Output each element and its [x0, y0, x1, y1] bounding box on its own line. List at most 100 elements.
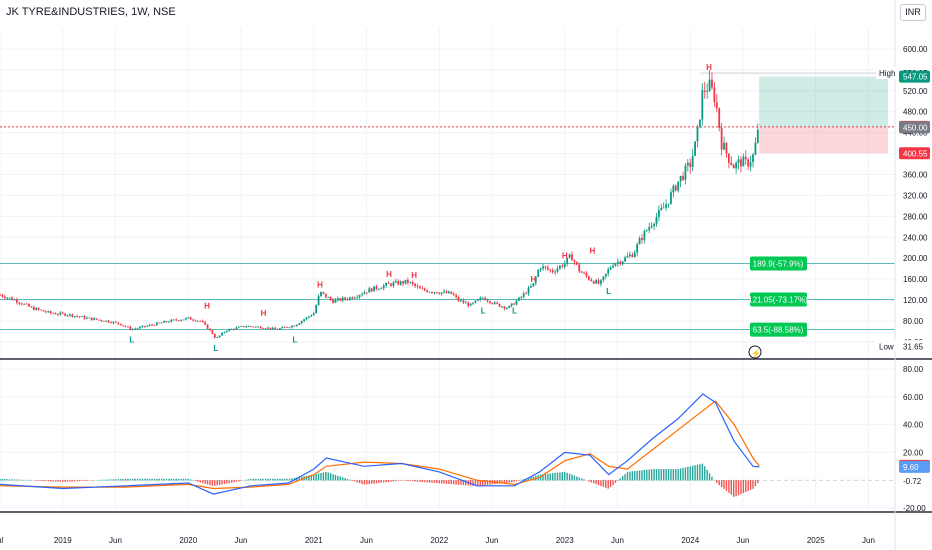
macd-histogram-bar — [486, 480, 489, 485]
candle-body — [742, 156, 745, 167]
candle-body — [740, 159, 742, 167]
candle-body — [13, 299, 16, 301]
macd-histogram-bar — [510, 480, 513, 483]
candle-body — [192, 319, 194, 321]
candle-body — [438, 293, 441, 295]
candle-body — [619, 261, 622, 265]
macd-histogram-bar — [6, 479, 8, 481]
pivot-high-label: H — [562, 252, 568, 261]
time-tick-label: Jun — [862, 536, 875, 545]
candle-body — [28, 303, 30, 307]
macd-histogram-bar — [182, 478, 185, 481]
candle-body — [238, 326, 240, 328]
macd-histogram-bar — [366, 480, 368, 485]
macd-histogram-bar — [107, 479, 110, 481]
macd-histogram-bar — [346, 478, 349, 481]
candle-body — [539, 268, 542, 270]
candle-body — [544, 266, 547, 268]
candle-body — [747, 159, 750, 167]
macd-histogram-bar — [370, 480, 373, 484]
candle-body — [107, 320, 110, 323]
macd-histogram-bar — [250, 478, 252, 481]
macd-histogram-bar — [474, 480, 477, 486]
macd-histogram-bar — [515, 480, 518, 482]
time-tick-label: 2022 — [430, 536, 448, 545]
candle-body — [356, 297, 359, 298]
candle-body — [148, 324, 151, 326]
macd-histogram-bar — [52, 480, 54, 482]
macd-histogram-bar — [255, 478, 257, 481]
price-candles — [0, 70, 759, 339]
candle-body — [288, 327, 291, 329]
time-tick-label: 2024 — [681, 536, 699, 545]
candle-body — [450, 291, 453, 294]
macd-histogram-bar — [742, 480, 745, 494]
candle-body — [612, 265, 614, 268]
candle-body — [211, 330, 214, 335]
macd-histogram-bar — [689, 466, 691, 481]
macd-tick-label: 80.00 — [903, 365, 924, 374]
candle-body — [250, 326, 252, 327]
macd-histogram-bar — [539, 474, 542, 481]
candle-body — [365, 292, 368, 294]
candle-body — [503, 306, 506, 309]
macd-histogram-bar — [506, 480, 508, 483]
macd-histogram-bar — [691, 465, 694, 481]
macd-histogram-bar — [636, 470, 638, 481]
macd-histogram-bar — [0, 478, 1, 481]
candle-body — [158, 322, 161, 324]
macd-histogram-bar — [98, 479, 100, 481]
macd-histogram-bar — [701, 463, 704, 481]
candle-body — [670, 192, 672, 204]
candle-body — [73, 316, 76, 317]
candle-body — [754, 142, 757, 155]
macd-histogram-bar — [83, 480, 86, 481]
macd-histogram-bar — [578, 477, 580, 481]
price-axis-label — [899, 340, 930, 353]
macd-histogram-bar — [226, 480, 228, 484]
macd-pane — [0, 393, 895, 497]
candle-body — [247, 326, 250, 327]
candle-body — [57, 314, 59, 316]
macd-histogram-bar — [433, 480, 436, 483]
candle-body — [286, 327, 289, 328]
candle-body — [633, 252, 636, 257]
macd-histogram-bar — [37, 480, 40, 481]
macd-histogram-bar — [416, 480, 419, 482]
macd-histogram-bar — [631, 471, 634, 481]
macd-histogram-bar — [148, 478, 151, 481]
pivot-high-label: H — [261, 309, 267, 318]
candle-body — [129, 326, 132, 330]
candle-body — [479, 297, 482, 300]
macd-histogram-bar — [209, 480, 211, 486]
candle-body — [559, 265, 561, 269]
candle-body — [42, 310, 45, 312]
candle-body — [385, 283, 388, 286]
macd-histogram-bar — [300, 476, 303, 481]
macd-histogram-bar — [322, 472, 325, 481]
macd-histogram-bar — [383, 480, 385, 483]
macd-histogram-bar — [16, 479, 18, 481]
candle-body — [657, 209, 660, 217]
macd-histogram-bar — [687, 466, 689, 481]
candle-body — [580, 271, 583, 273]
macd-histogram-bar — [358, 480, 361, 484]
candle-body — [404, 279, 407, 284]
macd-histogram-bar — [117, 479, 119, 481]
currency-button[interactable]: INR — [900, 4, 926, 21]
candle-body — [216, 337, 219, 339]
macd-histogram-bar — [380, 480, 383, 483]
macd-histogram-bar — [484, 480, 486, 486]
macd-histogram-bar — [298, 477, 300, 481]
macd-histogram-bar — [305, 475, 308, 481]
candle-body — [3, 296, 6, 299]
macd-histogram-bar — [735, 480, 737, 497]
macd-histogram-bar — [677, 468, 679, 481]
macd-histogram-bar — [136, 478, 139, 481]
macd-histogram-bar — [682, 467, 684, 481]
macd-histogram-bar — [349, 479, 351, 481]
macd-histogram-bar — [397, 480, 399, 481]
candle-body — [708, 79, 711, 92]
candle-body — [510, 303, 513, 306]
